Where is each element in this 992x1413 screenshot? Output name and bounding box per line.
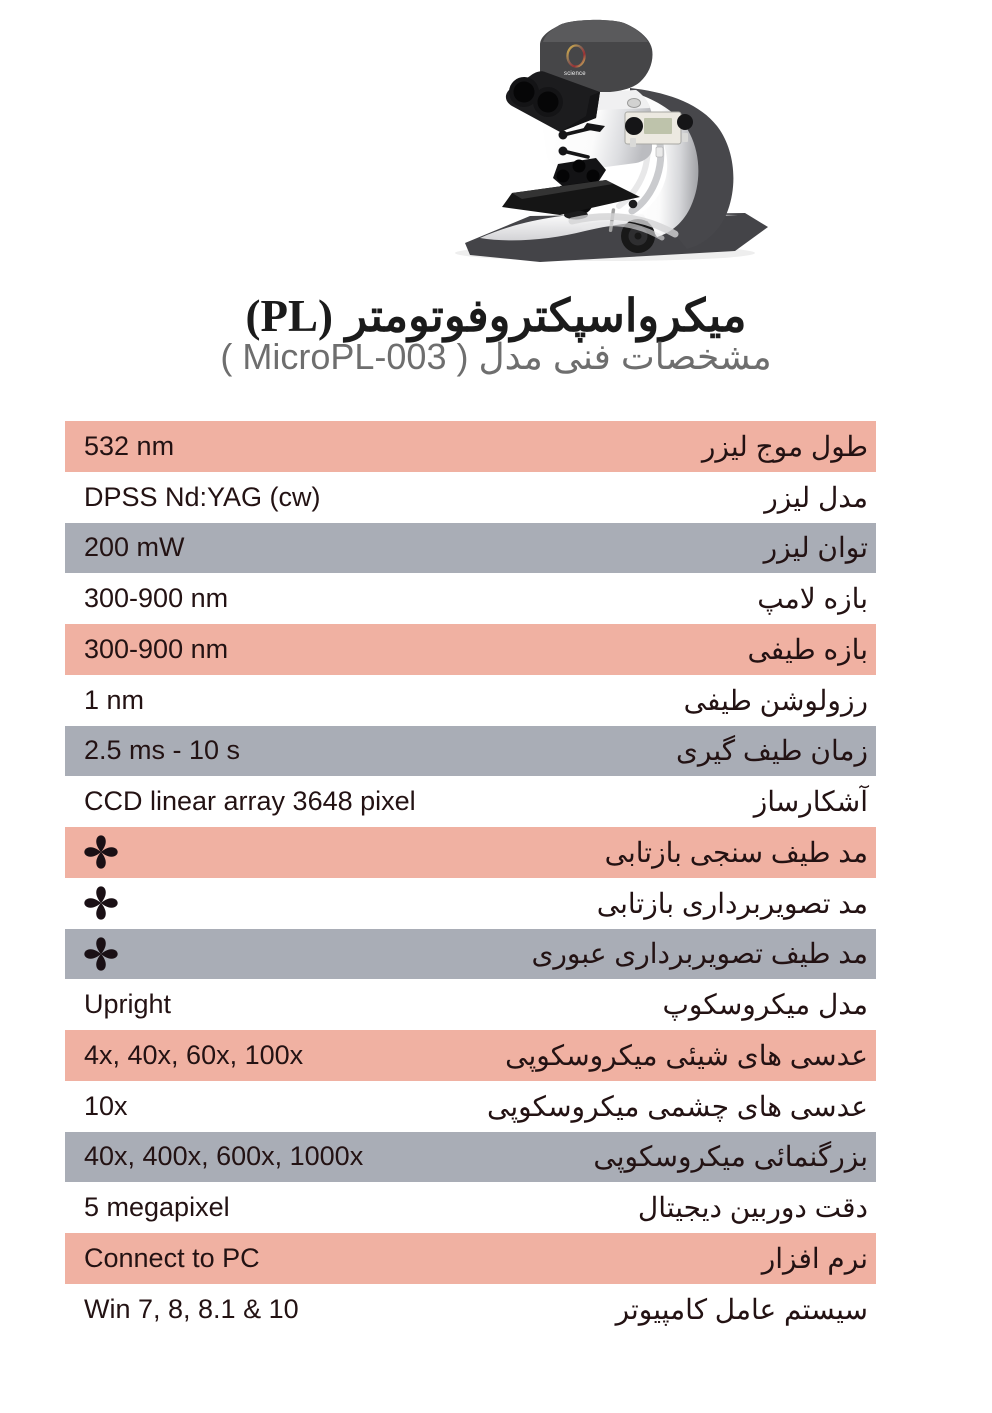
svg-text:science: science [564, 71, 586, 77]
